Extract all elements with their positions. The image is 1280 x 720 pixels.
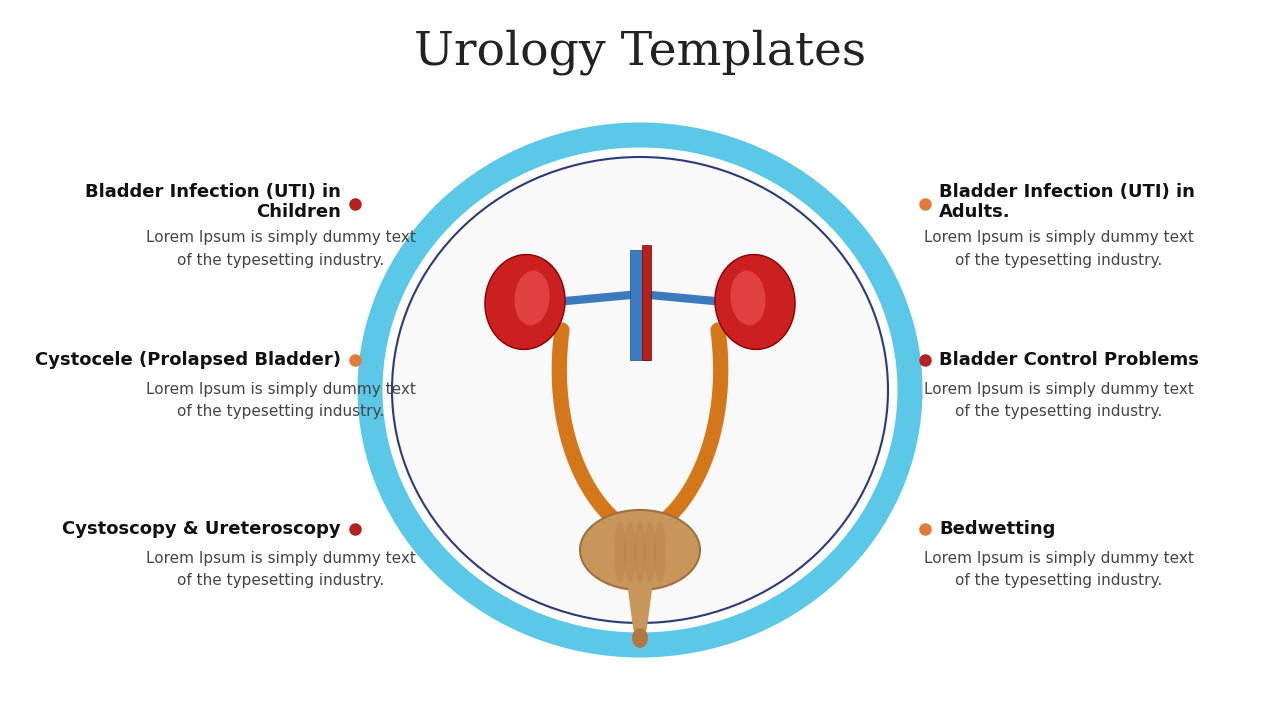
Ellipse shape	[392, 157, 888, 623]
Text: Lorem Ipsum is simply dummy text
of the typesetting industry.: Lorem Ipsum is simply dummy text of the …	[146, 552, 416, 588]
Ellipse shape	[634, 522, 646, 582]
Text: Bladder Infection (UTI) in: Bladder Infection (UTI) in	[940, 184, 1194, 202]
Text: Cystoscopy & Ureteroscopy: Cystoscopy & Ureteroscopy	[63, 520, 340, 539]
Text: Bedwetting: Bedwetting	[940, 520, 1056, 539]
Text: Children: Children	[256, 203, 340, 222]
Ellipse shape	[580, 510, 700, 590]
Ellipse shape	[614, 522, 626, 582]
Ellipse shape	[654, 522, 666, 582]
Ellipse shape	[515, 271, 549, 325]
Text: Urology Templates: Urology Templates	[413, 29, 867, 75]
Text: Lorem Ipsum is simply dummy text
of the typesetting industry.: Lorem Ipsum is simply dummy text of the …	[924, 230, 1194, 268]
Text: Adults.: Adults.	[940, 203, 1011, 222]
Text: Bladder Control Problems: Bladder Control Problems	[940, 351, 1199, 369]
Ellipse shape	[485, 255, 564, 349]
Text: Bladder Infection (UTI) in: Bladder Infection (UTI) in	[86, 184, 340, 202]
Ellipse shape	[632, 628, 648, 648]
Text: Lorem Ipsum is simply dummy text
of the typesetting industry.: Lorem Ipsum is simply dummy text of the …	[146, 230, 416, 268]
Text: Lorem Ipsum is simply dummy text
of the typesetting industry.: Lorem Ipsum is simply dummy text of the …	[146, 382, 416, 419]
Bar	[630, 250, 650, 360]
Bar	[643, 245, 652, 360]
Ellipse shape	[716, 255, 795, 349]
Ellipse shape	[644, 522, 657, 582]
Text: Cystocele (Prolapsed Bladder): Cystocele (Prolapsed Bladder)	[35, 351, 340, 369]
Text: Lorem Ipsum is simply dummy text
of the typesetting industry.: Lorem Ipsum is simply dummy text of the …	[924, 382, 1194, 419]
Polygon shape	[628, 585, 652, 630]
Ellipse shape	[625, 522, 636, 582]
Ellipse shape	[731, 271, 765, 325]
Text: Lorem Ipsum is simply dummy text
of the typesetting industry.: Lorem Ipsum is simply dummy text of the …	[924, 552, 1194, 588]
